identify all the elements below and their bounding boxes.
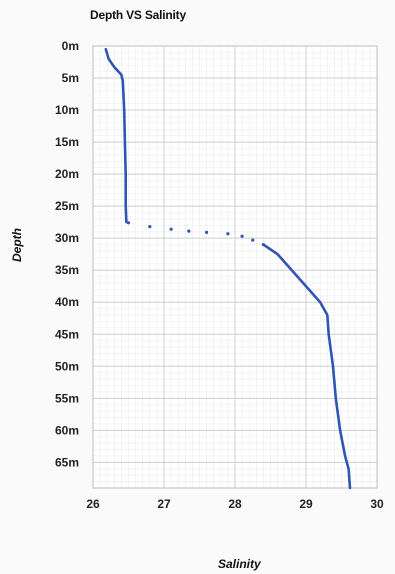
y-tick-label: 60m [55, 423, 79, 437]
plot-border [92, 45, 378, 489]
data-point [251, 238, 255, 242]
data-point [226, 232, 230, 236]
y-tick-label: 5m [62, 71, 79, 85]
y-tick-label: 0m [62, 39, 79, 53]
x-tick-label: 26 [86, 497, 100, 511]
y-tick-label: 25m [55, 199, 79, 213]
series-line [262, 243, 352, 490]
chart-title: Depth VS Salinity [90, 8, 186, 22]
y-tick-label: 45m [55, 327, 79, 341]
y-tick-label: 55m [55, 391, 79, 405]
y-tick-label: 50m [55, 359, 79, 373]
y-tick-label: 30m [55, 231, 79, 245]
x-tick-label: 28 [228, 497, 242, 511]
x-tick-label: 27 [157, 497, 171, 511]
y-tick-label: 40m [55, 295, 79, 309]
data-point [126, 221, 131, 225]
y-tick-label: 20m [55, 167, 79, 181]
y-tick-label: 15m [55, 135, 79, 149]
data-point [240, 234, 244, 238]
data-point [187, 229, 191, 233]
x-axis-label: Salinity [218, 557, 261, 571]
y-tick-label: 10m [55, 103, 79, 117]
y-tick-label: 65m [55, 455, 79, 469]
data-point [148, 225, 152, 229]
data-point [169, 227, 173, 231]
x-tick-label: 30 [370, 497, 384, 511]
x-tick-label: 29 [299, 497, 313, 511]
series-line [104, 47, 128, 224]
data-point [205, 230, 209, 235]
y-tick-label: 35m [55, 263, 79, 277]
